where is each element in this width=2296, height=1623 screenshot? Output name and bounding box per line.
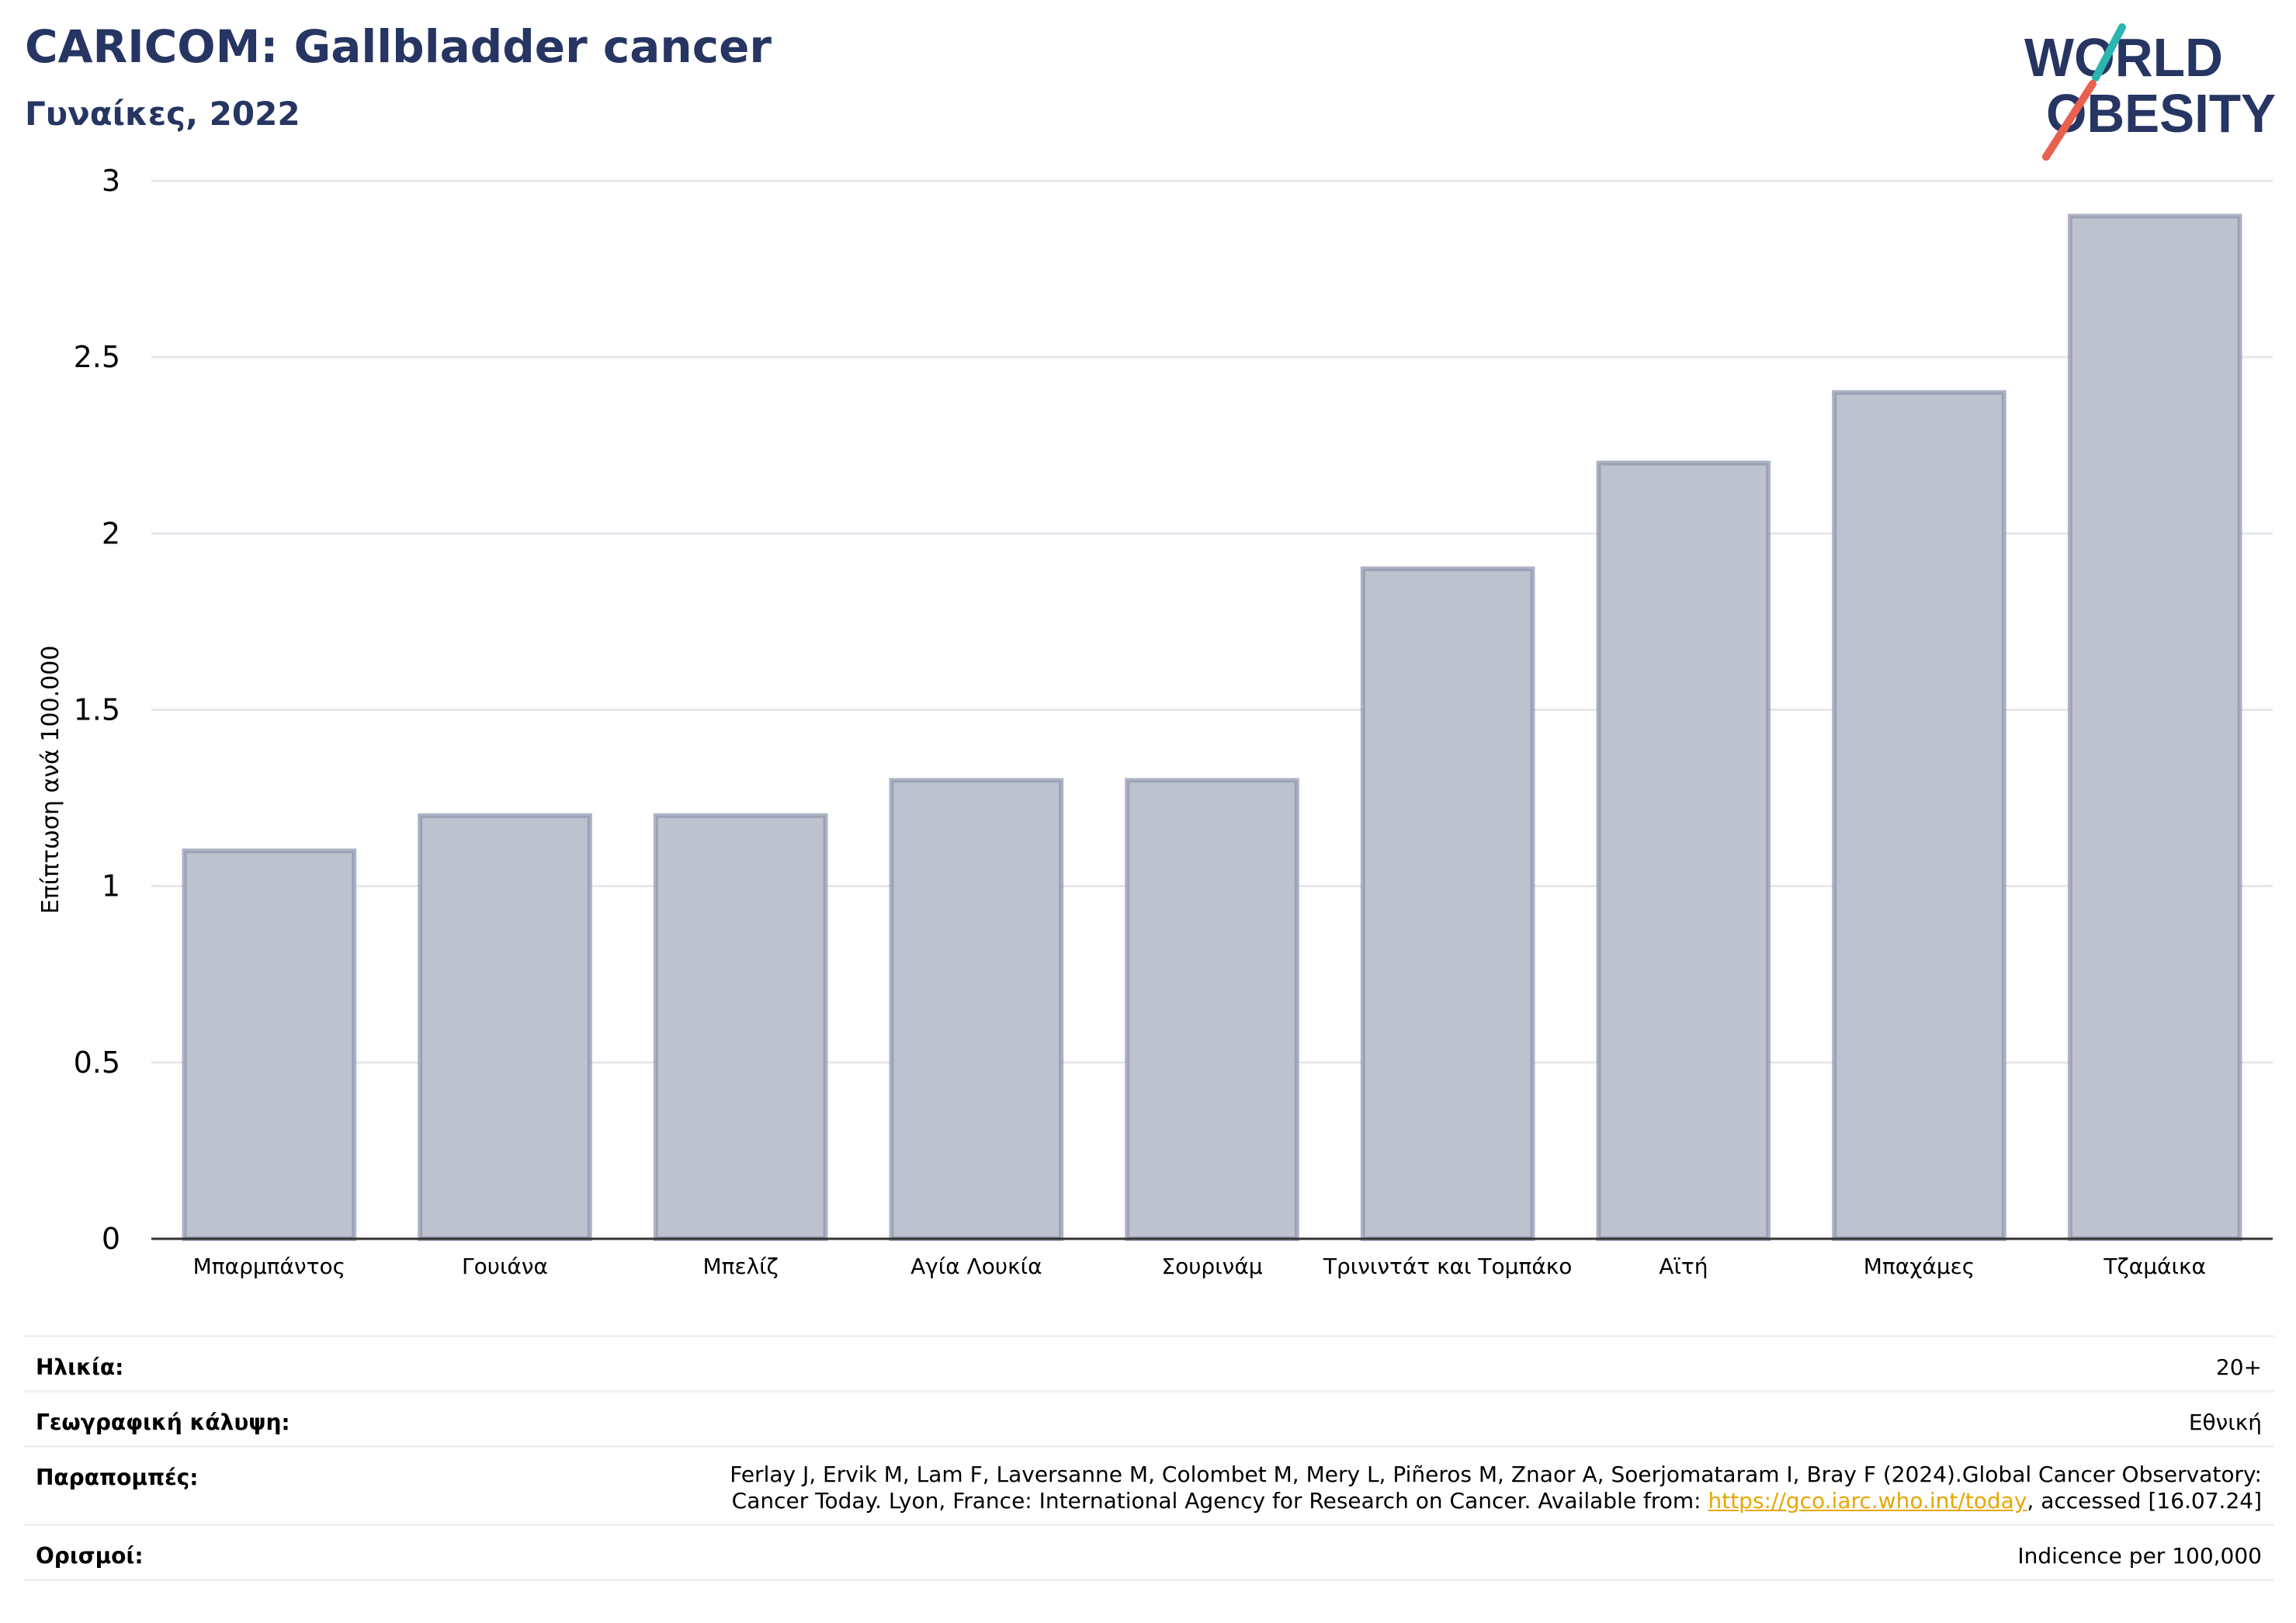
bar [889,778,1064,1241]
bar [653,813,828,1242]
meta-age-value: 20+ [2215,1354,2262,1380]
x-tick-label: Μπαχάμες [1864,1254,1975,1279]
meta-row-coverage: Γεωγραφική κάλυψη: Εθνική [23,1390,2274,1445]
metadata-table: Ηλικία: 20+ Γεωγραφική κάλυψη: Εθνική Πα… [23,1335,2274,1581]
y-tick-label: 1 [102,869,120,903]
bar [1832,390,2006,1242]
logo-slash-bottom [2042,80,2097,161]
x-tick-label: Τρινιντάτ και Τομπάκο [1323,1254,1573,1279]
meta-row-age: Ηλικία: 20+ [23,1335,2274,1390]
references-accessed: , accessed [16.07.24] [2027,1488,2262,1514]
references-text: Cancer Today. Lyon, France: Internationa… [731,1488,1708,1514]
y-tick-label: 0 [102,1222,120,1256]
y-tick-label: 1.5 [74,693,120,727]
meta-references-label: Παραπομπές: [36,1465,199,1490]
bar [1360,566,1535,1241]
bar [182,848,357,1241]
meta-row-references: Παραπομπές: Ferlay J, Ervik M, Lam F, La… [23,1445,2274,1524]
y-tick-label: 3 [102,164,120,198]
logo-text-world: WORLD [2024,27,2223,88]
chart-subtitle: Γυναίκες, 2022 [25,95,300,133]
bars [182,213,2242,1242]
references-link[interactable]: https://gco.iarc.who.int/today [1708,1488,2027,1514]
meta-definitions-value: Indicence per 100,000 [2017,1543,2262,1569]
meta-coverage-label: Γεωγραφική κάλυψη: [36,1410,290,1435]
x-tick-label: Αγία Λουκία [910,1254,1042,1279]
meta-coverage-value: Εθνική [2188,1410,2262,1435]
y-tick-label: 2.5 [74,340,120,374]
bar [418,813,592,1242]
x-tick-label: Μπελίζ [702,1254,778,1279]
y-tick-labels: 0 0.5 1 1.5 2 2.5 3 [74,164,120,1256]
bar [1596,460,1771,1241]
references-line-1: Ferlay J, Ervik M, Lam F, Laversanne M, … [730,1462,2262,1487]
x-tick-label: Γουιάνα [462,1254,548,1279]
bar [2067,213,2242,1241]
y-tick-label: 0.5 [74,1046,120,1080]
chart-title: CARICOM: Gallbladder cancer [25,20,772,73]
meta-row-definitions: Ορισμοί: Indicence per 100,000 [23,1524,2274,1581]
x-tick-label: Αϊτή [1659,1254,1708,1279]
world-obesity-logo: WORLD OBESITY [2024,23,2276,161]
x-tick-label: Σουρινάμ [1161,1254,1262,1279]
references-line-2: Cancer Today. Lyon, France: Internationa… [730,1488,2262,1514]
x-tick-label: Μπαρμπάντος [193,1254,345,1279]
y-axis-label: Επίπτωση ανά 100.000 [37,646,64,914]
bar-chart: 0 0.5 1 1.5 2 2.5 3 Μπαρμπάντος Γουιάνα Μπελίζ Αγ… [37,164,2273,1279]
meta-references-value: Ferlay J, Ervik M, Lam F, Laversanne M, … [730,1462,2262,1514]
x-tick-labels: Μπαρμπάντος Γουιάνα Μπελίζ Αγία Λουκία Σουρι… [193,1254,2206,1279]
bar [1125,778,1299,1241]
y-tick-label: 2 [102,516,120,550]
meta-age-label: Ηλικία: [36,1354,124,1380]
x-tick-label: Τζαμάικα [2103,1254,2206,1279]
logo-slash-top [2092,23,2126,81]
meta-definitions-label: Ορισμοί: [36,1543,144,1569]
